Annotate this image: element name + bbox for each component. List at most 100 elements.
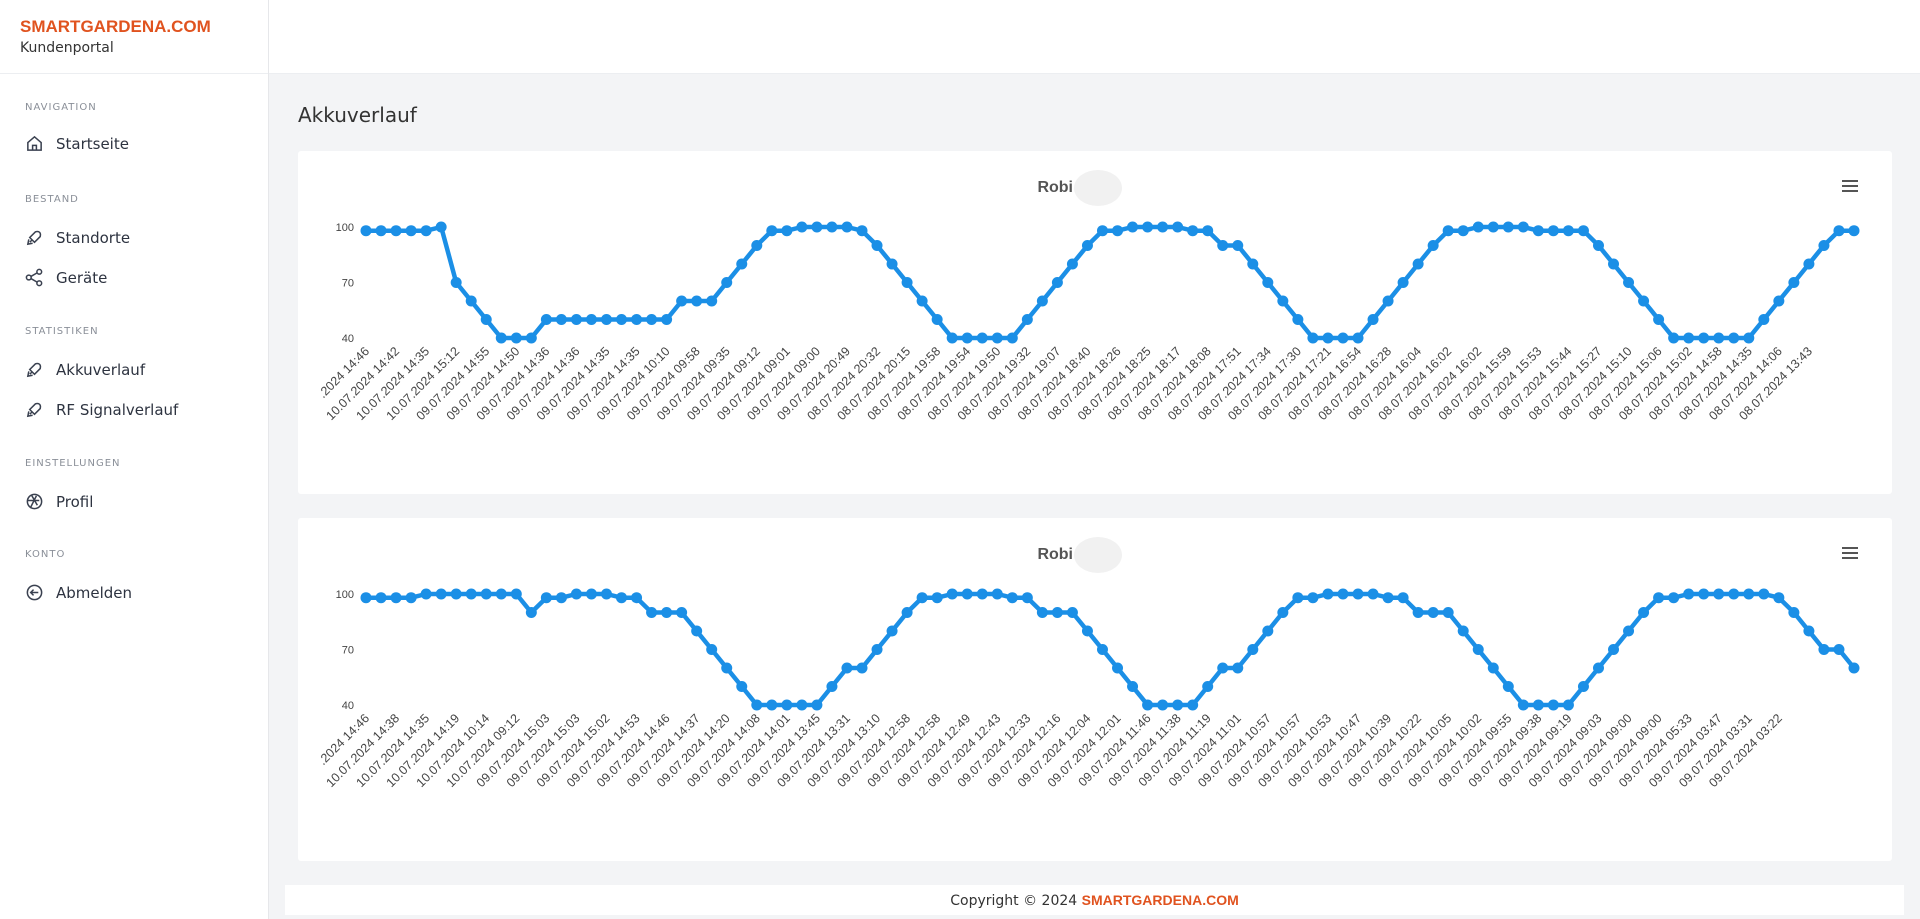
nav-heading: STATISTIKEN [25,326,99,337]
data-point [1367,588,1379,600]
data-point [1036,607,1048,618]
data-point [1562,699,1574,711]
data-point [1487,662,1499,674]
data-point [1788,607,1800,618]
nav-item[interactable]: Geräte [25,268,107,287]
data-point [1127,221,1139,233]
data-point [661,314,673,325]
nav-label: Standorte [56,228,131,247]
data-point [1502,681,1514,692]
data-point [796,699,808,711]
brand[interactable]: SMARTGARDENA.COM [20,17,211,36]
data-point [1397,277,1409,288]
nav-item[interactable]: RF Signalverlauf [25,400,178,419]
chart-menu[interactable] [1842,547,1858,559]
data-point [736,258,748,270]
data-point [1833,225,1845,237]
menu-bar[interactable] [1842,557,1858,559]
data-point [991,588,1003,600]
data-point [1337,588,1349,600]
nav-item[interactable]: Startseite [25,134,129,153]
nav-item[interactable]: Akkuverlauf [25,360,145,379]
data-point [1442,607,1454,618]
data-point [901,607,913,618]
data-point [405,225,417,237]
data-point [1577,681,1589,692]
data-point [1352,332,1364,344]
data-point [1683,588,1695,600]
data-point [1397,592,1409,604]
nav-label: RF Signalverlauf [56,400,179,419]
menu-bar[interactable] [1842,547,1858,549]
data-point [1322,588,1334,600]
menu-bar[interactable] [1842,190,1858,192]
icon-logout [26,584,43,601]
data-point [1728,332,1740,344]
data-point [1187,225,1199,237]
nav-heading: EINSTELLUNGEN [25,458,121,469]
data-point [946,332,958,344]
data-point [1698,332,1710,344]
data-point [1803,258,1815,270]
menu-bar[interactable] [1842,552,1858,554]
nav-item[interactable]: Profil [25,492,93,511]
data-point [1096,225,1108,237]
data-point [1623,277,1635,288]
data-point [646,607,658,618]
data-point [766,699,778,711]
data-point [1848,662,1860,674]
data-point [1307,592,1319,604]
data-point [1277,295,1289,307]
chart-menu[interactable] [1842,180,1858,192]
menu-bar[interactable] [1842,180,1858,182]
data-point [1743,588,1755,600]
data-point [1472,644,1484,655]
data-point [510,332,522,344]
nav-item[interactable]: Abmelden [25,583,132,602]
data-point [826,681,838,692]
nav-item[interactable]: Standorte [25,228,130,247]
footer: Copyright © 2024 SMARTGARDENA.COM [285,885,1904,915]
data-point [691,295,703,307]
data-point [691,625,703,637]
data-point [420,225,432,237]
data-point [1051,607,1063,618]
nav-label: Akkuverlauf [56,360,146,379]
data-point [676,295,688,307]
data-point [751,240,763,251]
data-point [1803,625,1815,637]
data-point [1262,277,1274,288]
data-point [1307,332,1319,344]
page-title: Akkuverlauf [298,103,417,127]
data-point [1382,295,1394,307]
footer-brand[interactable]: SMARTGARDENA.COM [1081,892,1239,908]
data-point [1502,221,1514,233]
data-point [661,607,673,618]
data-point [390,592,402,604]
data-point [811,699,823,711]
brand-subtitle: Kundenportal [20,40,114,56]
data-point [1743,332,1755,344]
menu-bar[interactable] [1842,185,1858,187]
data-point [1172,221,1184,233]
data-point [1683,332,1695,344]
data-point [1127,681,1139,692]
data-point [1442,225,1454,237]
data-point [1277,607,1289,618]
data-point [931,592,943,604]
data-point [525,332,537,344]
data-point [1547,699,1559,711]
data-point [1142,699,1154,711]
nav-label: Abmelden [56,583,133,602]
data-point [1006,592,1018,604]
nav-heading: KONTO [25,549,66,560]
data-point [1021,592,1033,604]
data-point [420,588,432,600]
nav-label: Geräte [56,268,108,287]
data-point [390,225,402,237]
y-tick-label: 40 [342,700,354,712]
y-tick-label: 100 [336,222,354,234]
icon-rocket [26,230,42,246]
data-point [1036,295,1048,307]
data-point [465,295,477,307]
